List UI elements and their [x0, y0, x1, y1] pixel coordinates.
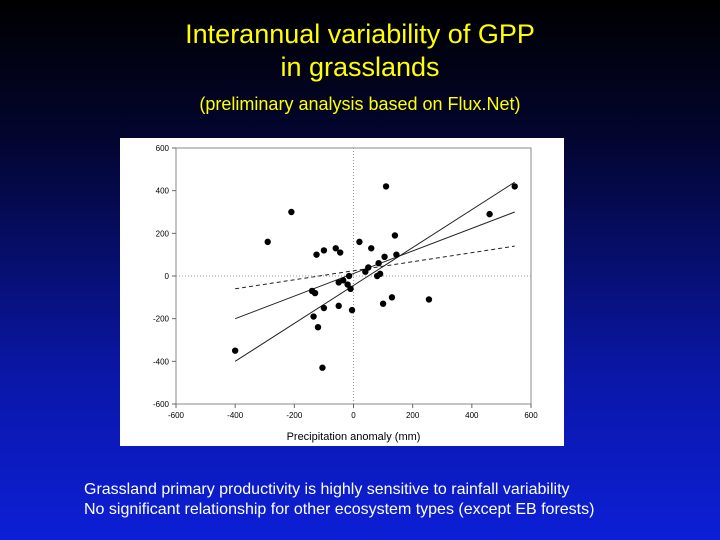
data-point — [336, 249, 344, 256]
y-tick-label: -200 — [153, 315, 170, 324]
data-point — [425, 296, 433, 303]
data-point — [375, 260, 382, 267]
reference-lines — [176, 148, 531, 404]
slide-caption: Grassland primary productivity is highly… — [84, 480, 704, 520]
caption-line-2: No significant relationship for other ec… — [84, 501, 595, 518]
data-point — [368, 245, 375, 252]
x-tick-label: 400 — [465, 411, 479, 420]
data-point — [320, 304, 328, 312]
data-point — [339, 277, 347, 284]
data-point — [391, 232, 399, 239]
data-point — [348, 306, 356, 314]
regression-lines — [234, 181, 515, 362]
data-point — [332, 245, 339, 252]
fit-line-1 — [234, 211, 515, 320]
x-axis-label: Precipitation anomaly (mm) — [287, 431, 421, 443]
data-point — [335, 302, 342, 310]
x-tick-label: -400 — [227, 411, 244, 420]
y-tick-label: 400 — [156, 187, 170, 196]
data-point — [310, 313, 317, 320]
scatter-figure: -600 -400 -200 0 200 400 600 -600 -400 -200 0 200 40… — [120, 138, 564, 446]
caption-line-1: Grassland primary productivity is highly… — [84, 481, 570, 498]
data-point — [314, 324, 322, 331]
y-tick-label: -600 — [153, 400, 170, 409]
data-point — [356, 238, 363, 246]
x-tick-label: 600 — [524, 411, 538, 420]
x-tick-label: 200 — [406, 411, 420, 420]
data-point — [486, 210, 493, 218]
data-point — [231, 347, 239, 354]
data-point — [379, 300, 387, 307]
data-point — [511, 183, 518, 190]
data-points — [231, 183, 518, 371]
data-point — [347, 285, 354, 292]
y-tick-label: -400 — [153, 357, 170, 366]
data-point — [376, 270, 384, 278]
fit-line-2 — [234, 181, 515, 362]
slide-title: Interannual variability of GPP in grassl… — [0, 18, 720, 84]
data-point — [388, 294, 396, 301]
axis-ticks: -600 -400 -200 0 200 400 600 -600 -400 -200 0 200 40… — [153, 144, 538, 420]
y-tick-label: 0 — [165, 272, 170, 281]
data-point — [319, 364, 326, 371]
slide-title-line-1: Interannual variability of GPP — [185, 19, 535, 49]
data-point — [288, 208, 295, 216]
data-point — [264, 238, 271, 246]
data-point — [381, 253, 388, 260]
x-tick-label: -200 — [286, 411, 303, 420]
data-point — [382, 183, 390, 190]
data-point — [311, 289, 319, 297]
fit-line-3 — [235, 245, 515, 290]
slide-title-line-2: in grasslands — [280, 52, 440, 82]
data-point — [345, 272, 353, 280]
slide-subtitle: (preliminary analysis based on Flux.Net) — [199, 94, 521, 114]
y-tick-label: 200 — [156, 229, 170, 238]
data-point — [393, 251, 400, 258]
scatter-chart: -600 -400 -200 0 200 400 600 -600 -400 -200 0 200 40… — [153, 144, 538, 443]
x-tick-label: 0 — [351, 411, 356, 420]
data-point — [313, 251, 320, 258]
data-point — [365, 264, 372, 271]
y-tick-label: 600 — [156, 144, 170, 153]
data-point — [320, 247, 328, 254]
x-tick-label: -600 — [168, 411, 185, 420]
